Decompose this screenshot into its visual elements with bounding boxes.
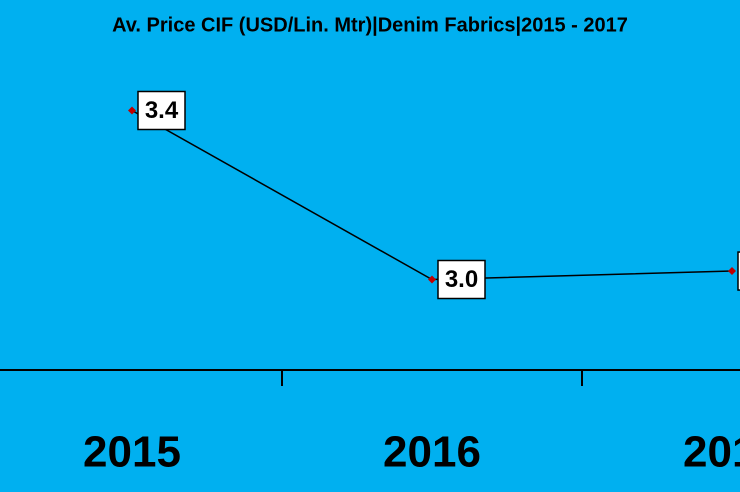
data-label-box (437, 259, 486, 300)
marker (128, 106, 136, 115)
data-label: 3.0 (445, 266, 478, 293)
marker (728, 267, 736, 276)
x-tick-label: 2015 (83, 428, 181, 477)
chart-title: Av. Price CIF (USD/Lin. Mtr)|Denim Fabri… (112, 14, 628, 36)
x-tick-label: 2016 (383, 428, 481, 477)
data-label: 3.4 (145, 97, 179, 124)
data-label-box (737, 251, 740, 291)
marker (428, 275, 436, 284)
data-label-box (137, 90, 186, 131)
x-tick-label: 2017 (683, 428, 740, 477)
